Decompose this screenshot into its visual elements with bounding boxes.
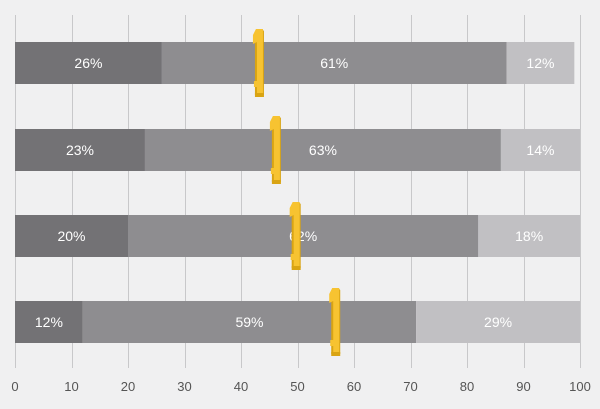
x-tick-label: 90 [516,379,530,394]
bar-segment [82,301,417,343]
segment-value-label: 14% [526,142,554,158]
bar-segment [15,129,145,171]
segment-value-label: 20% [57,228,85,244]
bar-segment [506,42,575,84]
x-tick-label: 0 [11,379,18,394]
bar-segment [15,215,128,257]
x-tick-label: 40 [234,379,248,394]
segment-value-label: 59% [235,314,263,330]
segment-value-label: 61% [320,55,348,71]
x-tick-label: 30 [177,379,191,394]
bar-segment [15,301,83,343]
x-tick-label: 100 [569,379,591,394]
segment-value-label: 12% [35,314,63,330]
segment-value-label: 12% [526,55,554,71]
bars: 26% 61% 12%23% 63% 14%20% 62% 18%12% 59% 29% [15,42,580,343]
marker [252,29,264,97]
bar-segment [416,301,580,343]
x-tick-label: 10 [64,379,78,394]
bar-segment [161,42,507,84]
markers [252,29,341,356]
x-tick-label: 20 [121,379,135,394]
segment-value-label: 63% [309,142,337,158]
x-tick-label: 50 [290,379,304,394]
x-tick-label: 60 [347,379,361,394]
x-tick-label: 80 [460,379,474,394]
segment-value-label: 18% [515,228,543,244]
segment-value-label: 23% [66,142,94,158]
marker [289,202,301,270]
bar-segment [478,215,580,257]
x-axis-ticks: 0 10 20 30 40 50 60 70 80 90 100 [11,379,590,394]
segment-value-label: 26% [74,55,102,71]
bar-segment [144,129,501,171]
segment-value-label: 29% [484,314,512,330]
bar-segment [500,129,580,171]
marker [329,288,341,356]
x-tick-label: 70 [403,379,417,394]
bar-segment [128,215,479,257]
marker [269,116,281,184]
bar-segment [15,42,162,84]
